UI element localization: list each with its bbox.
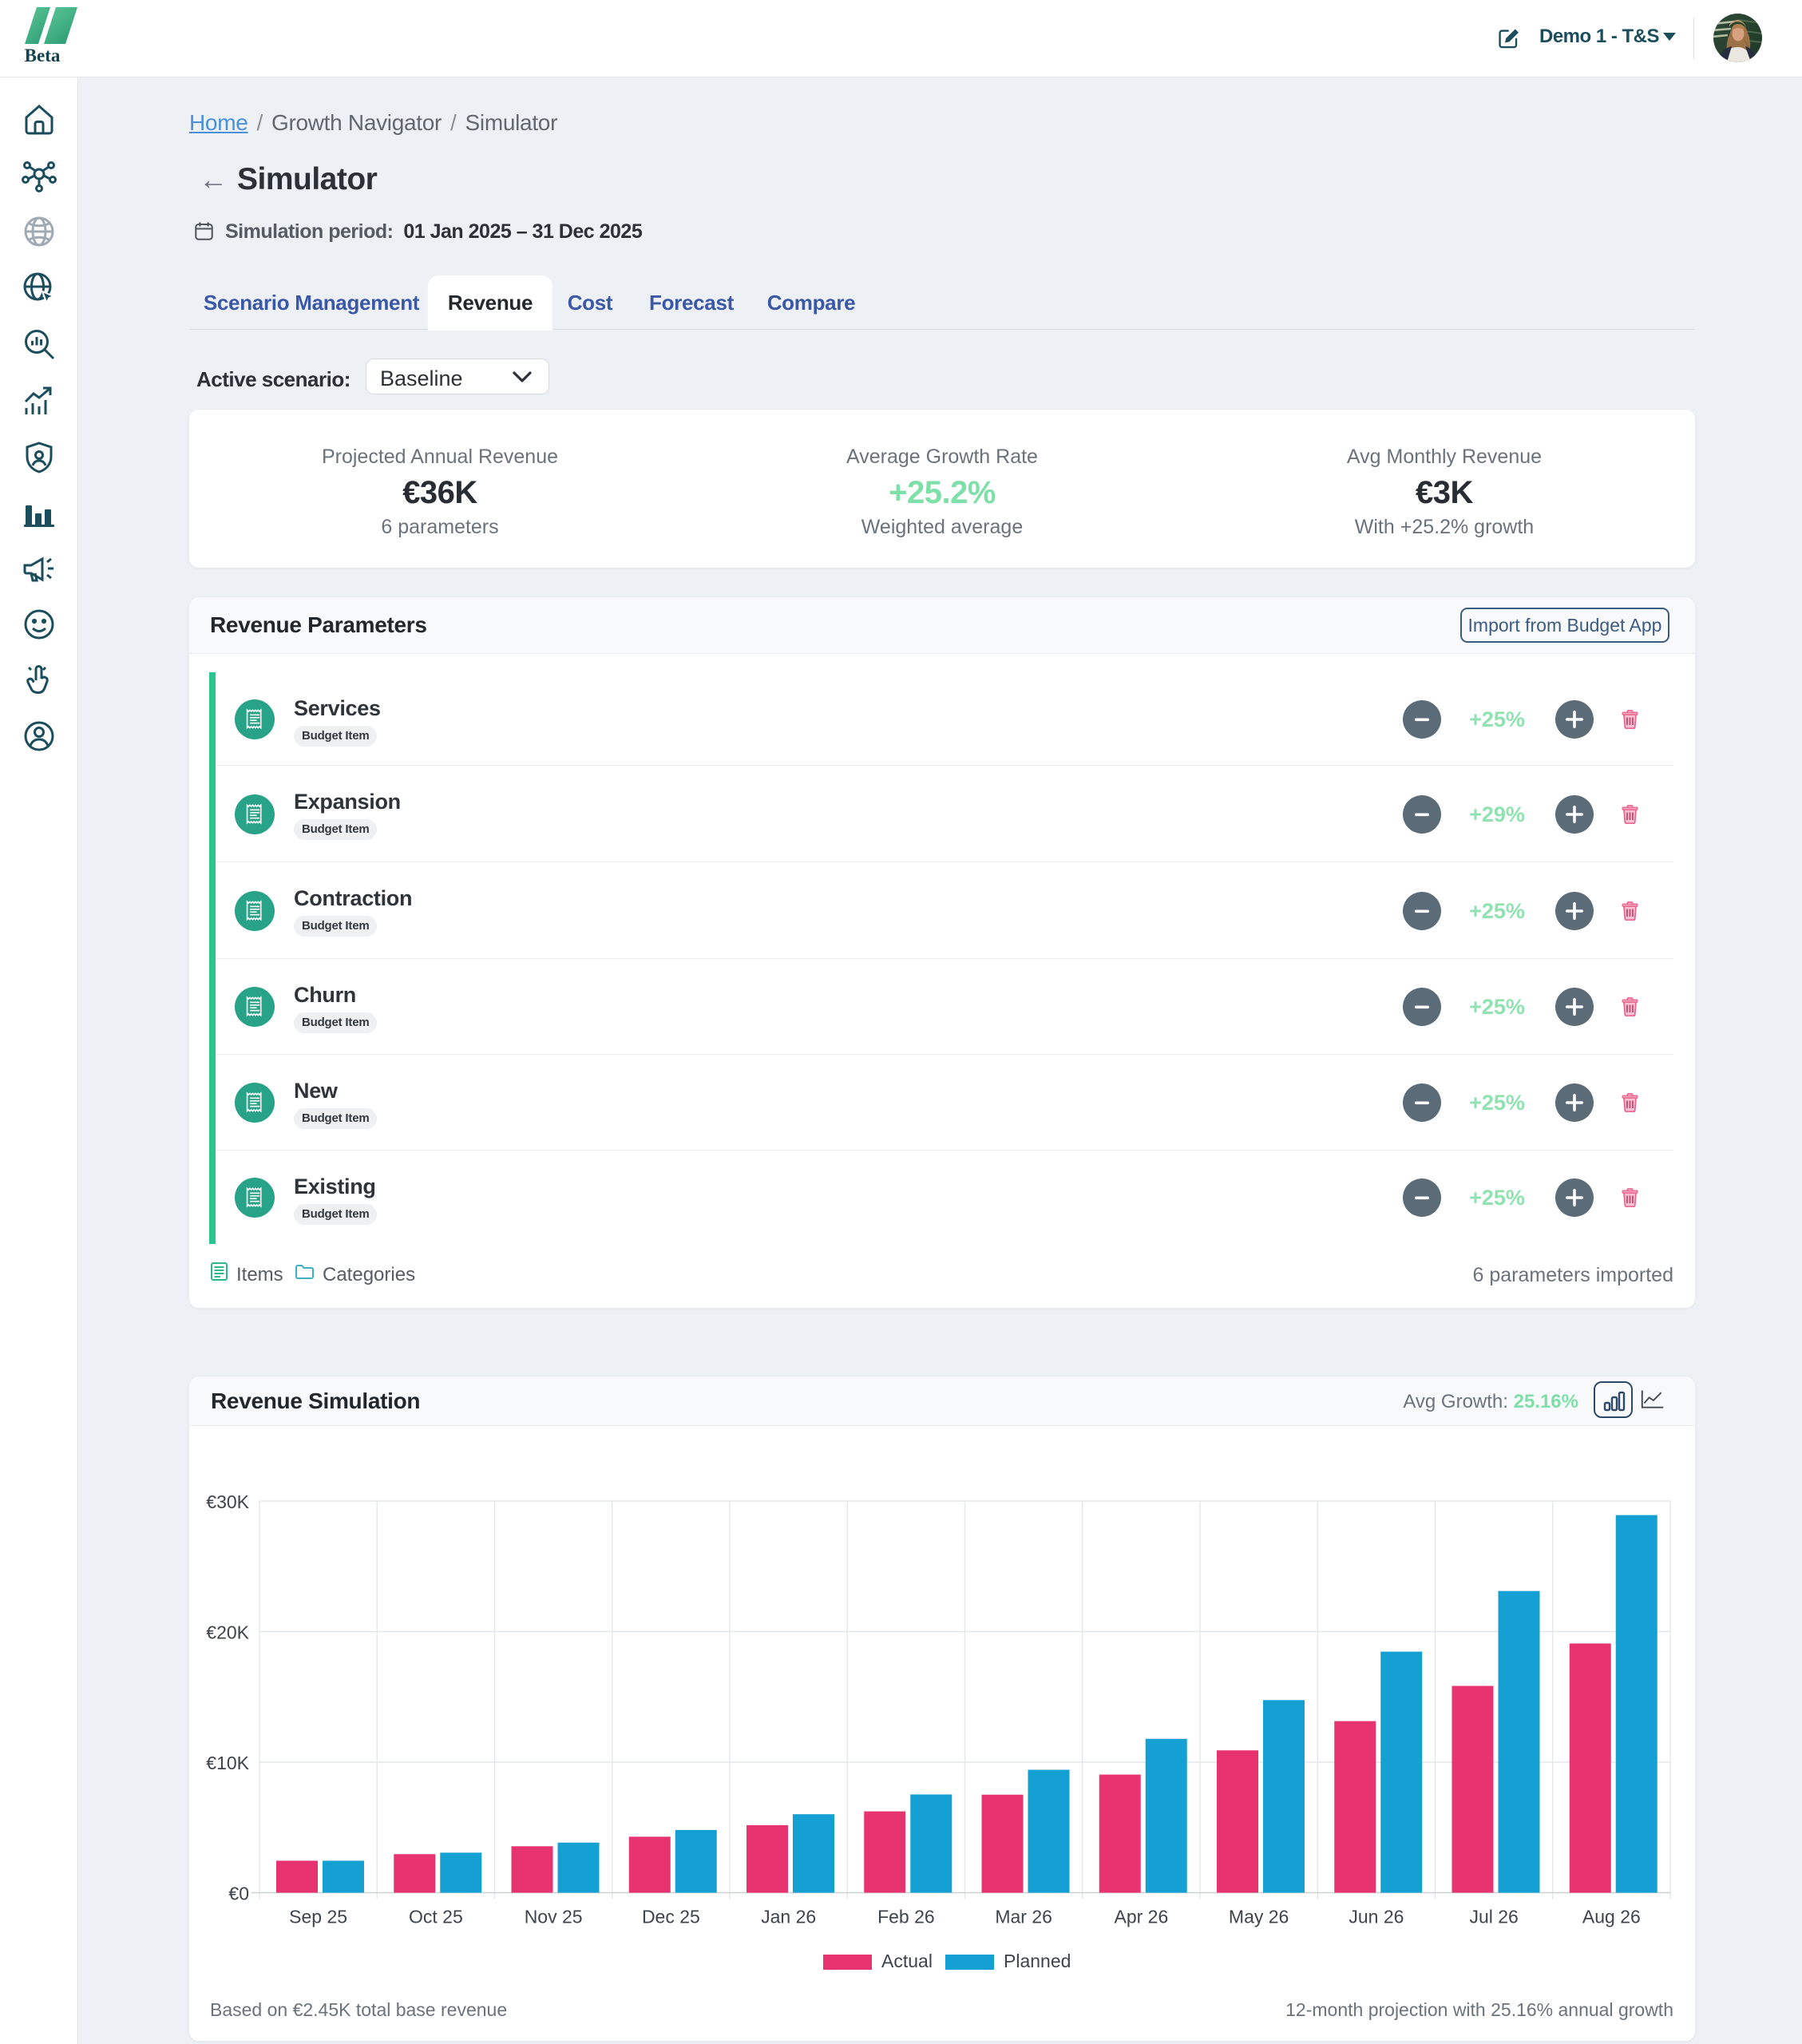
- svg-text:Dec 25: Dec 25: [642, 1907, 700, 1927]
- svg-text:€30K: €30K: [206, 1491, 249, 1512]
- svg-text:Oct 25: Oct 25: [409, 1907, 463, 1927]
- svg-text:Jan 26: Jan 26: [761, 1907, 816, 1927]
- svg-text:May 26: May 26: [1229, 1907, 1289, 1927]
- svg-text:€10K: €10K: [206, 1753, 249, 1773]
- svg-text:Aug 26: Aug 26: [1582, 1907, 1641, 1927]
- svg-text:Nov 25: Nov 25: [525, 1907, 583, 1927]
- svg-text:Jun 26: Jun 26: [1349, 1907, 1404, 1927]
- svg-text:Mar 26: Mar 26: [995, 1907, 1052, 1927]
- svg-text:€0: €0: [228, 1884, 249, 1904]
- svg-text:Jul 26: Jul 26: [1469, 1907, 1518, 1927]
- svg-text:Sep 25: Sep 25: [289, 1907, 347, 1927]
- svg-text:Apr 26: Apr 26: [1114, 1907, 1168, 1927]
- svg-text:€20K: €20K: [206, 1622, 249, 1643]
- svg-text:Feb 26: Feb 26: [877, 1907, 935, 1927]
